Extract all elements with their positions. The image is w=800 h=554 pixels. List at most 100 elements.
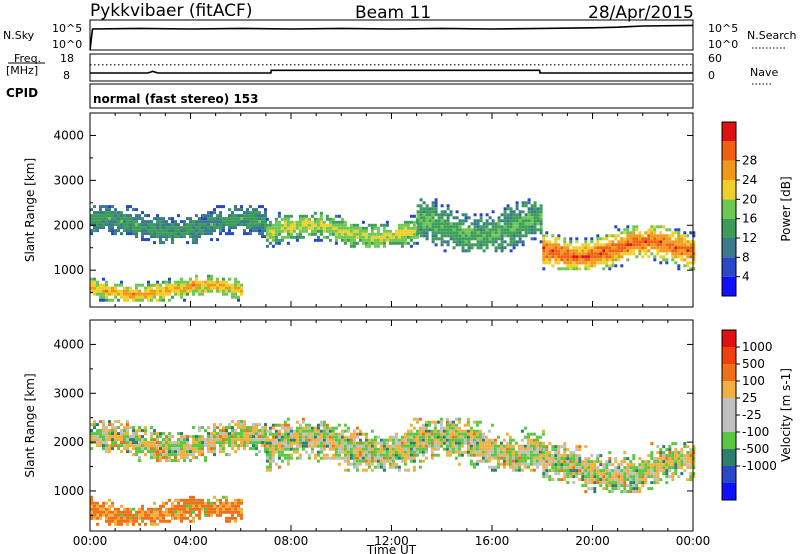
power-echo-cell — [488, 234, 492, 238]
velocity-echo-cell — [379, 441, 383, 445]
velocity-echo-cell — [222, 447, 225, 451]
power-echo-cell — [566, 264, 570, 268]
power-echo-cell — [440, 234, 444, 238]
power-echo-cell — [539, 240, 543, 244]
velocity-echo-cell — [523, 426, 527, 430]
power-echo-cell — [120, 280, 123, 284]
velocity-echo-cell — [186, 447, 189, 451]
power-echo-cell — [159, 238, 162, 242]
velocity-echo-cell — [436, 420, 440, 424]
velocity-echo-cell — [535, 444, 539, 448]
power-echo-cell — [650, 246, 654, 250]
velocity-echo-cell — [192, 456, 195, 460]
power-echo-cell — [650, 240, 654, 244]
velocity-echo-cell — [535, 447, 539, 451]
power-echo-cell — [183, 223, 186, 227]
power-echo-cell — [252, 226, 255, 230]
velocity-echo-cell — [427, 444, 431, 448]
power-echo-cell — [108, 208, 111, 212]
power-echo-cell — [264, 229, 267, 233]
power-echo-cell — [376, 235, 380, 239]
power-echo-cell — [358, 238, 362, 242]
velocity-echo-cell — [502, 465, 506, 469]
power-echo-cell — [228, 289, 231, 293]
power-echo-cell — [355, 226, 359, 230]
power-echo-cell — [283, 229, 287, 233]
power-echo-cell — [219, 211, 222, 215]
velocity-echo-cell — [198, 507, 201, 511]
power-echo-cell — [644, 246, 648, 250]
velocity-echo-cell — [268, 468, 272, 472]
velocity-echo-cell — [280, 453, 284, 457]
velocity-echo-cell — [201, 438, 204, 442]
velocity-echo-cell — [310, 447, 314, 451]
power-echo-cell — [114, 286, 117, 290]
power-echo-cell — [611, 261, 615, 265]
velocity-echo-cell — [442, 429, 446, 433]
velocity-echo-cell — [406, 435, 410, 439]
velocity-echo-cell — [180, 450, 183, 454]
power-echo-cell — [240, 217, 243, 221]
velocity-echo-cell — [499, 453, 503, 457]
velocity-echo-cell — [132, 516, 135, 520]
power-echo-cell — [153, 241, 156, 245]
power-echo-cell — [135, 223, 138, 227]
velocity-echo-cell — [228, 504, 231, 508]
power-echo-cell — [617, 228, 621, 232]
power-echo-cell — [280, 223, 284, 227]
velocity-echo-cell — [96, 501, 99, 505]
power-echo-cell — [99, 289, 102, 293]
power-echo-cell — [180, 295, 183, 299]
velocity-echo-cell — [460, 432, 464, 436]
velocity-echo-cell — [343, 438, 347, 442]
power-echo-cell — [135, 295, 138, 299]
velocity-echo-cell — [99, 513, 102, 517]
power-echo-cell — [165, 226, 168, 230]
velocity-echo-cell — [204, 441, 207, 445]
velocity-echo-cell — [289, 441, 293, 445]
power-echo-cell — [431, 210, 435, 214]
power-echo-cell — [123, 286, 126, 290]
velocity-echo-cell — [575, 469, 579, 473]
power-echo-cell — [361, 220, 365, 224]
velocity-echo-cell — [111, 429, 114, 433]
velocity-echo-cell — [346, 429, 350, 433]
velocity-echo-cell — [138, 510, 141, 514]
power-echo-cell — [343, 229, 347, 233]
power-echo-cell — [261, 220, 264, 224]
power-echo-cell — [105, 217, 108, 221]
power-echo-cell — [268, 229, 272, 233]
power-echo-cell — [440, 216, 444, 220]
velocity-echo-cell — [641, 481, 645, 485]
velocity-echo-cell — [499, 456, 503, 460]
power-echo-cell — [545, 249, 549, 253]
velocity-echo-cell — [499, 447, 503, 451]
velocity-echo-cell — [644, 478, 648, 482]
velocity-echo-cell — [117, 510, 120, 514]
power-echo-cell — [599, 246, 603, 250]
power-echo-cell — [419, 231, 423, 235]
velocity-echo-cell — [141, 429, 144, 433]
power-echo-cell — [491, 210, 495, 214]
power-echo-cell — [611, 255, 615, 259]
velocity-echo-cell — [283, 438, 287, 442]
power-echo-cell — [171, 232, 174, 236]
velocity-echo-cell — [96, 513, 99, 517]
power-echo-cell — [171, 226, 174, 230]
power-echo-cell — [150, 235, 153, 239]
velocity-echo-cell — [457, 450, 461, 454]
velocity-echo-cell — [340, 444, 344, 448]
power-echo-cell — [464, 234, 468, 238]
power-echo-cell — [147, 292, 150, 296]
power-echo-cell — [261, 217, 264, 221]
power-echo-cell — [656, 234, 660, 238]
velocity-echo-cell — [96, 438, 99, 442]
velocity-echo-cell — [587, 475, 591, 479]
power-echo-cell — [213, 217, 216, 221]
power-echo-cell — [422, 213, 426, 217]
velocity-echo-cell — [593, 463, 597, 467]
power-echo-cell — [590, 237, 594, 241]
velocity-echo-cell — [135, 453, 138, 457]
power-echo-cell — [689, 249, 693, 253]
power-echo-cell — [108, 298, 111, 302]
